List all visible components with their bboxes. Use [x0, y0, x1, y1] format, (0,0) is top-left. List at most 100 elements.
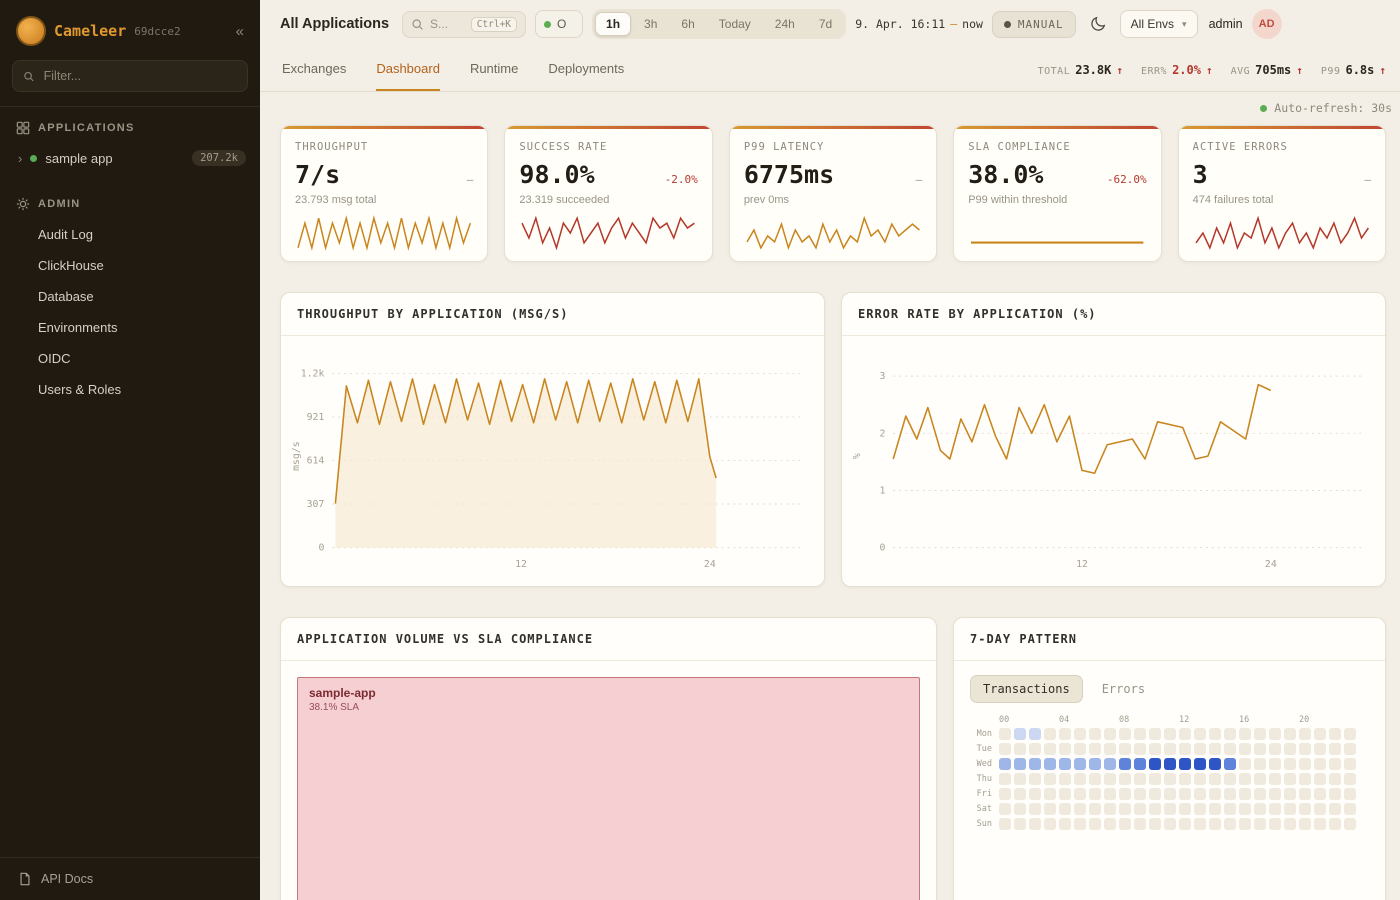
- tab-deployments[interactable]: Deployments: [548, 61, 625, 76]
- treemap-title: APPLICATION VOLUME VS SLA COMPLIANCE: [281, 618, 936, 661]
- svg-text:24: 24: [704, 559, 716, 570]
- sample-app-label: sample app: [45, 150, 113, 166]
- heatmap-hour-label: 20: [1299, 715, 1310, 725]
- kpi-accent-bar: [281, 126, 488, 129]
- manual-refresh-button[interactable]: MANUAL: [991, 10, 1076, 38]
- kpi-card-active-errors: ACTIVE ERRORS 3 — 474 failures total: [1177, 125, 1387, 262]
- heatmap-cell: [1074, 773, 1086, 785]
- pattern-toggle-transactions[interactable]: Transactions: [970, 675, 1083, 703]
- heatmap-cell: [1269, 743, 1281, 755]
- moon-icon: [1091, 16, 1105, 31]
- global-search[interactable]: S... Ctrl+K: [402, 10, 527, 38]
- sidebar-collapse-button[interactable]: «: [235, 22, 244, 40]
- env-select[interactable]: All Envs ▾: [1119, 10, 1198, 38]
- heatmap-cell: [1074, 743, 1086, 755]
- time-range-6h[interactable]: 6h: [670, 12, 705, 36]
- heatmap-cell: [1224, 788, 1236, 800]
- heatmap-cell: [1254, 773, 1266, 785]
- pattern-toggle-errors[interactable]: Errors: [1089, 675, 1158, 703]
- sidebar-item-oidc[interactable]: OIDC: [38, 351, 71, 366]
- heatmap-row-tue: Tue: [970, 743, 1369, 755]
- heatmap-cell: [1149, 788, 1161, 800]
- heatmap-cell: [1224, 743, 1236, 755]
- heatmap-cell: [1029, 743, 1041, 755]
- sidebar-filter[interactable]: [12, 60, 248, 92]
- sidebar-item-environments[interactable]: Environments: [38, 320, 118, 335]
- heatmap-cell: [999, 758, 1011, 770]
- heatmap-cell: [1149, 728, 1161, 740]
- api-docs-link[interactable]: API Docs: [0, 857, 260, 900]
- time-range-24h[interactable]: 24h: [764, 12, 806, 36]
- kpi-value: 6775ms: [743, 160, 835, 189]
- throughput-chart-title: THROUGHPUT BY APPLICATION (MSG/S): [281, 293, 824, 336]
- applications-section-header: APPLICATIONS: [0, 107, 260, 143]
- heatmap-cell: [1089, 728, 1101, 740]
- kpi-accent-bar: [954, 126, 1161, 129]
- heatmap-hour-label: 16: [1239, 715, 1250, 725]
- heatmap-cell: [999, 728, 1011, 740]
- dark-mode-toggle[interactable]: [1085, 11, 1111, 37]
- date-range[interactable]: 9. Apr. 16:11– now: [855, 17, 983, 31]
- svg-text:921: 921: [307, 412, 325, 423]
- kpi-card-success-rate: SUCCESS RATE 98.0% -2.0% 23.319 succeeded: [504, 125, 713, 262]
- heatmap-cell: [1014, 773, 1026, 785]
- heatmap-cell: [1344, 728, 1356, 740]
- heatmap-cell: [1134, 788, 1146, 800]
- heatmap-cell: [1059, 728, 1071, 740]
- heatmap-cell: [1044, 728, 1056, 740]
- stat-label: P99: [1320, 65, 1341, 77]
- charts-row: THROUGHPUT BY APPLICATION (MSG/S) 1.2k 92…: [280, 292, 1386, 587]
- dashboard-content: Auto-refresh: 30s THROUGHPUT 7/s — 23.793 m…: [260, 92, 1400, 900]
- arrow-up-icon: ↑: [1296, 63, 1303, 77]
- heatmap-cell: [1299, 788, 1311, 800]
- heatmap-cell: [1194, 743, 1206, 755]
- avatar[interactable]: AD: [1251, 9, 1282, 39]
- heatmap-cell: [1239, 758, 1251, 770]
- sidebar-item-audit-log[interactable]: Audit Log: [38, 227, 93, 242]
- treemap-node-sample-app[interactable]: sample-app 38.1% SLA: [297, 677, 920, 900]
- heatmap-row-sun: Sun: [970, 818, 1369, 830]
- heatmap-cell: [1179, 803, 1191, 815]
- heatmap-cell: [1164, 803, 1176, 815]
- heatmap-cell: [1254, 743, 1266, 755]
- svg-text:24: 24: [1265, 559, 1277, 570]
- heatmap-cell: [1269, 803, 1281, 815]
- time-range-7d[interactable]: 7d: [808, 12, 843, 36]
- heatmap-cell: [1239, 773, 1251, 785]
- stat-p99: P99 6.8s ↑: [1321, 63, 1386, 77]
- live-toggle[interactable]: O: [535, 10, 584, 38]
- stat-value: 2.0%: [1172, 62, 1201, 77]
- stat-label: AVG: [1230, 65, 1251, 77]
- search-placeholder: S...: [430, 17, 449, 31]
- tab-runtime[interactable]: Runtime: [469, 61, 519, 76]
- heatmap-cell: [1254, 728, 1266, 740]
- tab-exchanges[interactable]: Exchanges: [282, 61, 347, 76]
- stat-value: 705ms: [1255, 62, 1292, 77]
- kpi-card-sla-compliance: SLA COMPLIANCE 38.0% -62.0% P99 within thre…: [953, 125, 1162, 262]
- svg-text:12: 12: [515, 559, 527, 570]
- sidebar-item-clickhouse[interactable]: ClickHouse: [38, 258, 104, 273]
- stat-value: 6.8s: [1345, 62, 1375, 77]
- heatmap-cell: [1014, 788, 1026, 800]
- heatmap-cell: [1074, 728, 1086, 740]
- heatmap-cell: [1104, 773, 1116, 785]
- time-range-today[interactable]: Today: [708, 12, 762, 36]
- tab-dashboard[interactable]: Dashboard: [376, 48, 440, 91]
- heatmap-cell: [1314, 728, 1326, 740]
- date-separator: –: [950, 17, 958, 31]
- time-range-1h[interactable]: 1h: [595, 12, 632, 36]
- sidebar-filter-input[interactable]: [41, 68, 237, 84]
- heatmap-cell: [999, 773, 1011, 785]
- api-docs-label: API Docs: [41, 872, 94, 886]
- heatmap-cell: [1299, 773, 1311, 785]
- time-range-3h[interactable]: 3h: [633, 12, 668, 36]
- heatmap-cell: [1164, 788, 1176, 800]
- search-icon: [412, 18, 423, 30]
- heatmap-cell: [1089, 803, 1101, 815]
- svg-text:1: 1: [879, 485, 885, 496]
- svg-text:2: 2: [879, 428, 885, 439]
- arrow-up-icon: ↑: [1379, 63, 1386, 77]
- sidebar-item-database[interactable]: Database: [38, 289, 94, 304]
- sidebar-item-sample-app[interactable]: › sample app 207.2k: [0, 143, 260, 173]
- sidebar-item-users-roles[interactable]: Users & Roles: [38, 382, 122, 397]
